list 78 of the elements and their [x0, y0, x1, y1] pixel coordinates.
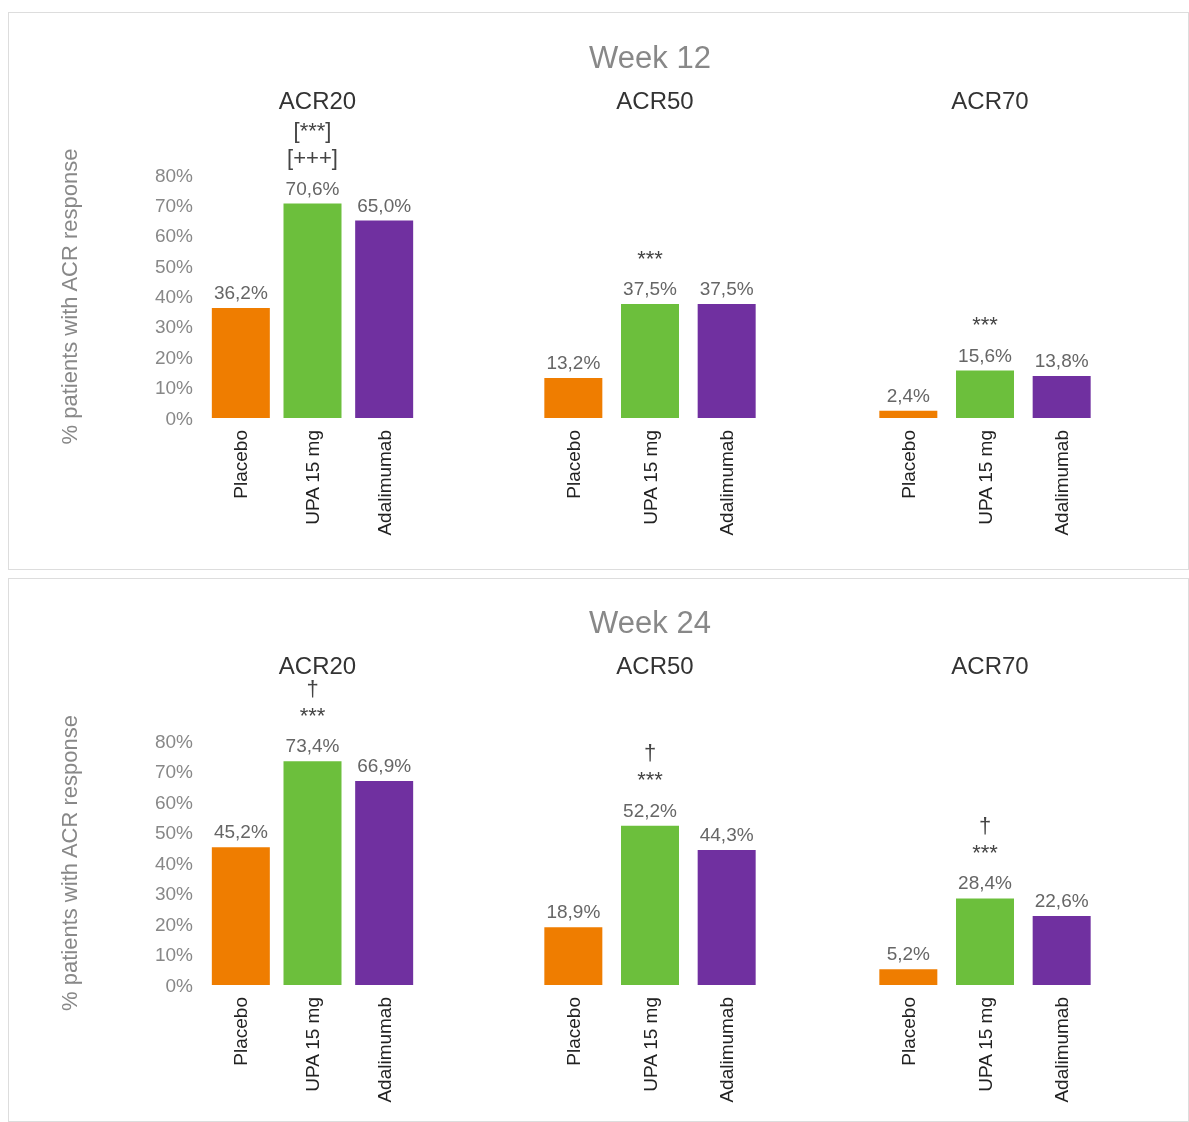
x-tick-label: Placebo	[562, 430, 584, 499]
bar	[211, 847, 270, 985]
y-tick-label: 20%	[154, 913, 194, 935]
annotation: ***	[972, 312, 999, 338]
data-label: 66,9%	[357, 754, 412, 776]
y-tick-label: 80%	[154, 164, 194, 186]
y-tick-label: 20%	[154, 346, 194, 368]
y-tick-label: 50%	[154, 255, 194, 277]
x-tick-label: Adalimumab	[373, 997, 395, 1103]
y-tick-label: 70%	[154, 194, 194, 216]
x-tick-label: Adalimumab	[716, 997, 738, 1103]
y-tick-label: 30%	[154, 316, 194, 338]
chart-subtitle: ACR50	[616, 651, 694, 679]
x-tick-label: Placebo	[897, 430, 919, 499]
data-label: 65,0%	[357, 194, 412, 216]
bar	[355, 220, 414, 418]
x-tick-label: Placebo	[562, 997, 584, 1066]
data-label: 15,6%	[958, 344, 1013, 366]
bar	[283, 761, 342, 985]
data-label: 37,5%	[699, 278, 754, 300]
y-axis-title: % patients with ACR response	[56, 148, 82, 445]
x-tick-label: Adalimumab	[1051, 430, 1073, 536]
x-tick-label: Adalimumab	[1051, 997, 1073, 1103]
data-label: 5,2%	[886, 943, 931, 965]
data-label: 45,2%	[213, 821, 268, 843]
data-label: 13,2%	[546, 351, 601, 373]
x-tick-label: Adalimumab	[373, 430, 395, 536]
y-tick-label: 30%	[154, 883, 194, 904]
bar	[355, 780, 414, 985]
y-tick-label: 60%	[154, 791, 194, 813]
y-tick-label: 70%	[154, 761, 194, 782]
x-tick-label: UPA 15 mg	[639, 430, 661, 525]
x-tick-label: Placebo	[230, 997, 252, 1066]
y-tick-label: 0%	[165, 407, 194, 429]
data-label: 28,4%	[958, 872, 1013, 894]
bar	[283, 203, 342, 418]
y-tick-label: 50%	[154, 822, 194, 843]
x-tick-label: UPA 15 mg	[302, 430, 323, 525]
data-label: 2,4%	[886, 384, 931, 406]
y-tick-label: 10%	[154, 944, 194, 965]
chart-subtitle: ACR70	[951, 651, 1029, 679]
y-tick-label: 60%	[154, 225, 194, 247]
annotation: ***	[299, 702, 326, 728]
x-tick-label: Placebo	[897, 997, 919, 1066]
data-label: 52,2%	[623, 799, 678, 821]
chart-subtitle: ACR70	[951, 86, 1029, 114]
chart-subtitle: ACR20	[278, 86, 357, 114]
data-label: 44,3%	[699, 823, 754, 845]
x-tick-label: Placebo	[230, 430, 252, 499]
bar	[211, 308, 270, 418]
y-tick-label: 40%	[154, 286, 194, 307]
x-tick-label: UPA 15 mg	[974, 997, 996, 1092]
annotation: ***	[637, 767, 664, 793]
data-label: 22,6%	[1034, 890, 1089, 912]
data-label: 36,2%	[213, 282, 268, 304]
x-tick-label: UPA 15 mg	[639, 997, 661, 1092]
y-tick-label: 80%	[154, 730, 194, 752]
data-label: 73,4%	[285, 735, 340, 757]
y-tick-label: 0%	[165, 974, 194, 996]
x-tick-label: Adalimumab	[716, 430, 738, 536]
y-tick-label: 40%	[154, 852, 194, 874]
chart-title: Week 24	[589, 605, 711, 640]
chart-title: Week 12	[589, 40, 711, 75]
data-label: 13,8%	[1034, 350, 1089, 372]
data-label: 18,9%	[546, 901, 601, 923]
annotation: †	[643, 740, 657, 766]
annotation: †	[978, 812, 992, 838]
x-tick-label: UPA 15 mg	[974, 430, 996, 525]
x-tick-label: UPA 15 mg	[302, 997, 323, 1092]
y-axis-title: % patients with ACR response	[56, 715, 82, 1011]
annotation: ***	[972, 839, 999, 865]
annotation: ***	[637, 245, 664, 271]
annotation: [***]	[293, 118, 332, 144]
data-label: 37,5%	[623, 278, 678, 300]
chart-subtitle: ACR50	[616, 86, 694, 114]
annotation: [+++]	[287, 145, 338, 171]
y-tick-label: 10%	[154, 377, 194, 399]
data-label: 70,6%	[285, 177, 340, 199]
